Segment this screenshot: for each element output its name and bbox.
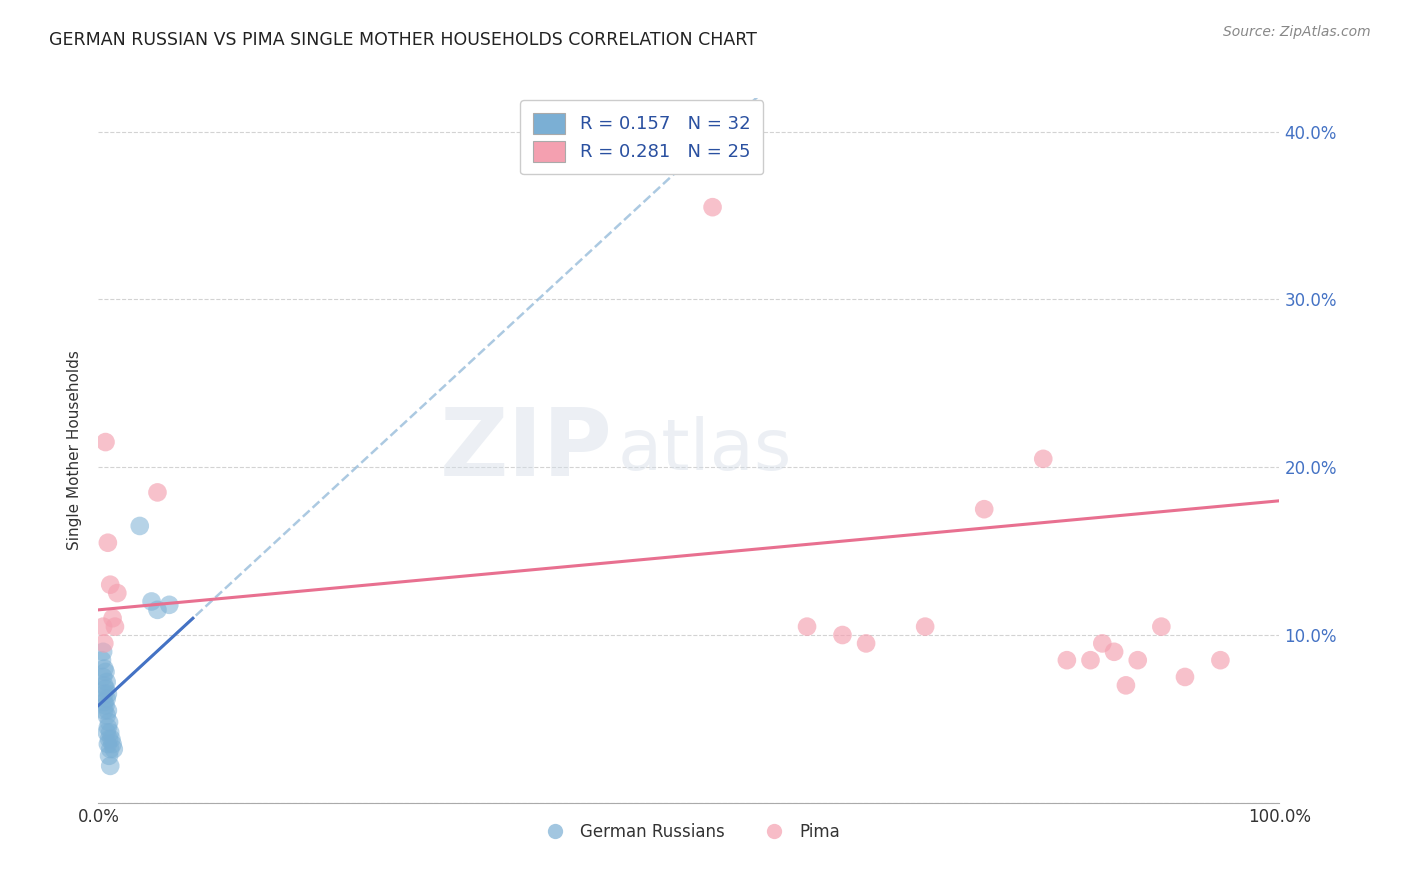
Text: GERMAN RUSSIAN VS PIMA SINGLE MOTHER HOUSEHOLDS CORRELATION CHART: GERMAN RUSSIAN VS PIMA SINGLE MOTHER HOU… [49, 31, 756, 49]
Point [93, 687, 115, 701]
Point [1209, 653, 1232, 667]
Point [146, 603, 169, 617]
Point [101, 737, 124, 751]
Point [93, 695, 115, 709]
Point [93, 704, 115, 718]
Point [91, 645, 114, 659]
Text: atlas: atlas [619, 416, 793, 485]
Point [702, 200, 724, 214]
Point [157, 598, 180, 612]
Point [101, 611, 124, 625]
Point [97, 704, 120, 718]
Point [1126, 653, 1149, 667]
Point [831, 628, 853, 642]
Point [93, 678, 115, 692]
Point [96, 675, 118, 690]
Point [98, 742, 121, 756]
Point [97, 535, 120, 549]
Point [94, 435, 117, 450]
Point [1150, 620, 1173, 634]
Point [91, 670, 114, 684]
Point [98, 715, 121, 730]
Point [98, 759, 121, 773]
Point [973, 502, 995, 516]
Point [105, 586, 128, 600]
Point [91, 620, 114, 634]
Point [98, 577, 121, 591]
Point [96, 708, 118, 723]
Point [97, 687, 120, 701]
Point [97, 720, 120, 734]
Point [1032, 451, 1054, 466]
Point [1056, 653, 1078, 667]
Text: Source: ZipAtlas.com: Source: ZipAtlas.com [1223, 25, 1371, 39]
Point [855, 636, 877, 650]
Point [104, 620, 127, 634]
Point [1080, 653, 1102, 667]
Point [1091, 636, 1114, 650]
Text: ZIP: ZIP [439, 404, 612, 497]
Point [103, 742, 125, 756]
Point [97, 737, 120, 751]
Point [128, 519, 150, 533]
Point [914, 620, 936, 634]
Point [91, 653, 114, 667]
Point [98, 725, 121, 739]
Point [98, 748, 121, 763]
Point [100, 732, 122, 747]
Legend: German Russians, Pima: German Russians, Pima [531, 816, 846, 847]
Point [796, 620, 818, 634]
Point [96, 725, 118, 739]
Point [141, 594, 163, 608]
Point [98, 732, 121, 747]
Point [93, 636, 115, 650]
Point [94, 665, 117, 679]
Point [96, 691, 118, 706]
Point [94, 698, 117, 713]
Point [93, 662, 115, 676]
Point [1174, 670, 1197, 684]
Point [1115, 678, 1137, 692]
Point [94, 681, 117, 696]
Point [146, 485, 169, 500]
Point [1102, 645, 1125, 659]
Y-axis label: Single Mother Households: Single Mother Households [67, 351, 83, 550]
